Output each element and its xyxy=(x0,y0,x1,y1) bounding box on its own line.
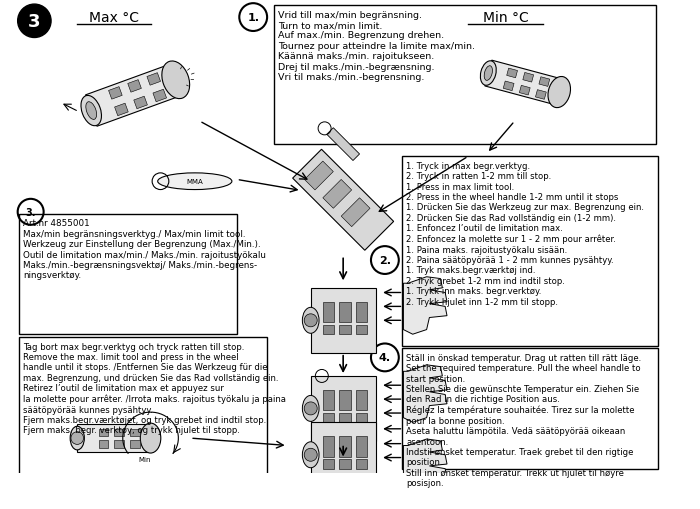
Text: 3: 3 xyxy=(28,13,41,31)
Bar xyxy=(147,73,160,86)
Bar xyxy=(507,69,517,78)
Bar xyxy=(340,413,351,422)
Bar xyxy=(340,390,351,410)
Ellipse shape xyxy=(140,423,161,453)
Bar xyxy=(323,436,334,457)
Ellipse shape xyxy=(81,96,102,126)
Bar xyxy=(274,6,656,145)
Circle shape xyxy=(304,402,317,415)
Text: Min °C: Min °C xyxy=(482,11,528,25)
Circle shape xyxy=(71,432,83,444)
Ellipse shape xyxy=(480,62,496,86)
Bar xyxy=(356,436,368,457)
Bar xyxy=(340,302,351,323)
Text: 1.: 1. xyxy=(247,13,259,23)
Bar xyxy=(130,429,139,437)
Ellipse shape xyxy=(302,308,319,333)
Text: Max °C: Max °C xyxy=(89,11,139,25)
Bar xyxy=(323,302,334,323)
Bar xyxy=(323,180,351,209)
Bar xyxy=(323,390,334,410)
Ellipse shape xyxy=(548,77,570,108)
Bar xyxy=(356,460,368,469)
Text: 1. Tryck in max begr.verktyg.
2. Tryck in ratten 1-2 mm till stop.
1. Press in m: 1. Tryck in max begr.verktyg. 2. Tryck i… xyxy=(406,161,644,306)
Bar xyxy=(523,73,533,83)
Text: Tag bort max begr.verktyg och tryck ratten till stop.
Remove the max. limit tool: Tag bort max begr.verktyg och tryck ratt… xyxy=(23,342,286,435)
Bar xyxy=(115,104,128,117)
Bar xyxy=(323,413,334,422)
Bar xyxy=(304,162,333,190)
Bar xyxy=(519,86,530,96)
Bar xyxy=(539,77,550,87)
Ellipse shape xyxy=(302,442,319,468)
Text: 2.: 2. xyxy=(379,256,391,266)
Bar xyxy=(114,441,124,448)
Bar xyxy=(341,199,370,227)
Ellipse shape xyxy=(162,62,190,99)
Bar xyxy=(340,460,351,469)
Ellipse shape xyxy=(302,395,319,421)
Bar xyxy=(153,90,167,102)
Bar xyxy=(356,325,368,334)
Text: 4.: 4. xyxy=(379,353,391,363)
Circle shape xyxy=(18,5,51,38)
Text: Vrid till max/min begränsning.
Turn to max/min limit.
Auf max./min. Begrenzung d: Vrid till max/min begränsning. Turn to m… xyxy=(278,11,475,82)
Bar xyxy=(323,325,334,334)
Bar xyxy=(340,436,351,457)
Text: Min: Min xyxy=(138,457,150,463)
Text: Ställ in önskad temperatur. Drag ut ratten till rätt läge.
Set the required temp: Ställ in önskad temperatur. Drag ut ratt… xyxy=(406,353,641,487)
Bar xyxy=(99,441,108,448)
Bar xyxy=(99,429,108,437)
Text: Art.nr 4855001
Max/min begränsningsverktyg./ Max/min limit tool.
Werkzeug zur Ei: Art.nr 4855001 Max/min begränsningsverkt… xyxy=(23,219,266,280)
Text: MMA: MMA xyxy=(186,179,203,185)
Bar xyxy=(536,91,546,100)
Bar xyxy=(485,61,560,105)
Bar xyxy=(293,150,393,251)
Circle shape xyxy=(304,314,317,327)
Bar xyxy=(127,80,141,93)
Polygon shape xyxy=(403,439,447,496)
Bar xyxy=(340,325,351,334)
Bar xyxy=(114,429,124,437)
Bar xyxy=(402,157,659,347)
Bar xyxy=(402,349,659,469)
Bar xyxy=(77,424,148,453)
Bar xyxy=(327,128,360,161)
Bar xyxy=(311,422,376,487)
Bar xyxy=(356,413,368,422)
Circle shape xyxy=(304,448,317,461)
Bar xyxy=(356,302,368,323)
Ellipse shape xyxy=(70,427,84,450)
Bar xyxy=(19,214,237,334)
Polygon shape xyxy=(403,277,447,334)
Ellipse shape xyxy=(484,67,492,81)
Bar xyxy=(311,376,376,441)
Text: 3.: 3. xyxy=(25,207,36,217)
Bar xyxy=(311,288,376,353)
Bar xyxy=(19,337,267,499)
Bar xyxy=(134,97,148,109)
Ellipse shape xyxy=(158,174,232,190)
Bar xyxy=(356,390,368,410)
Bar xyxy=(130,441,139,448)
Bar xyxy=(85,67,176,127)
Polygon shape xyxy=(403,365,447,422)
Bar xyxy=(323,460,334,469)
Bar xyxy=(503,82,514,92)
Ellipse shape xyxy=(86,102,97,120)
Bar xyxy=(108,88,122,100)
